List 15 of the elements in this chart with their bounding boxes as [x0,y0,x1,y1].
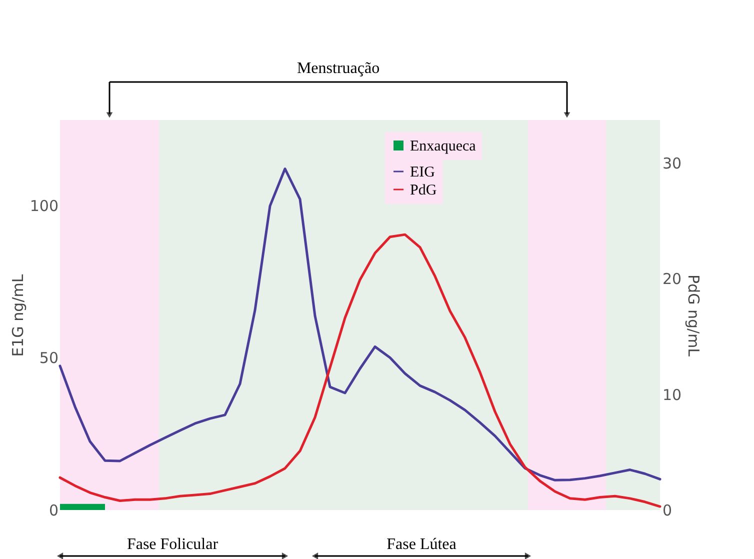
y2-axis-title: PdG ng/mL [684,274,703,358]
y2-tick-label: 10 [662,386,682,404]
text: Fase Lútea [386,536,456,553]
text: Fase Folicular [126,536,219,553]
y-tick-label: 100 [30,196,58,215]
y-tick-label: 0 [48,502,58,520]
legend-label: Enxaqueca [410,138,476,154]
legend-label: EIG [410,164,436,180]
y-tick-label: 50 [39,349,58,368]
y2-tick-label: 20 [662,270,682,288]
text: Menstruação [296,60,380,77]
y2-tick-label: 0 [662,502,672,520]
y2-tick-label: 30 [662,154,682,172]
legend-label: PdG [410,182,437,198]
y-axis-title: E1G ng/mL [8,274,27,357]
